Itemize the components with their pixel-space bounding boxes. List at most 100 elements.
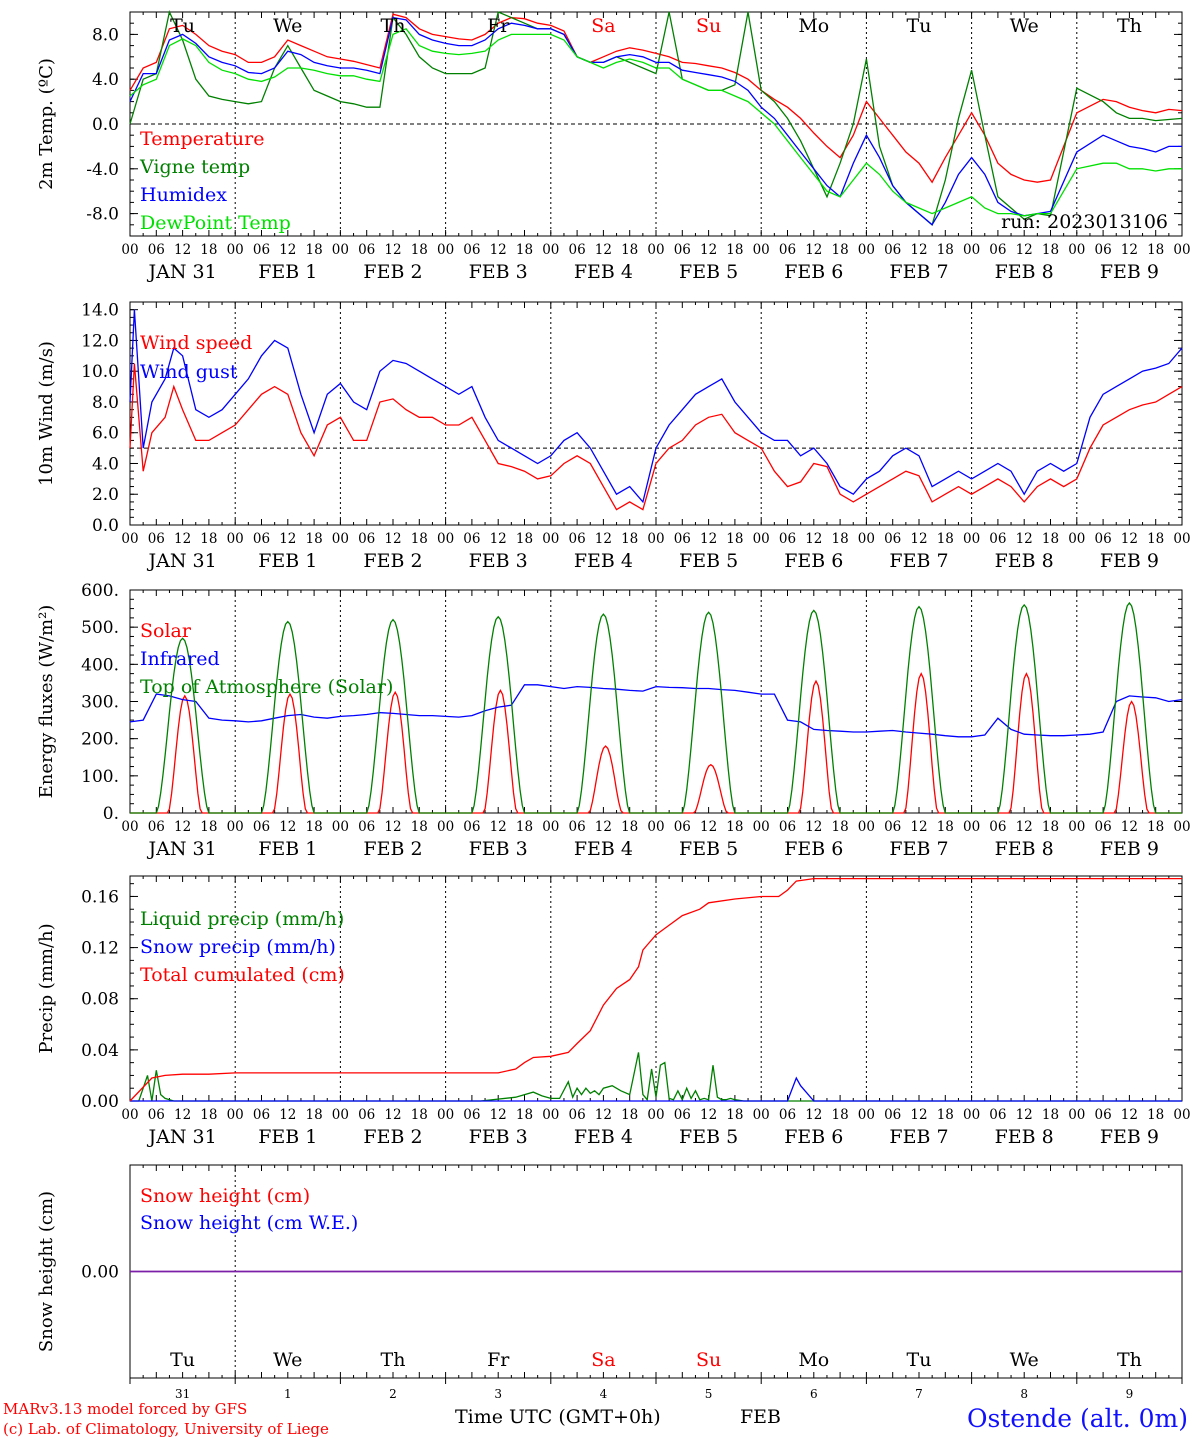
- hour-tick-label: 06: [1095, 1107, 1112, 1123]
- date-label: FEB 9: [1100, 838, 1159, 860]
- hour-tick-label: 06: [463, 819, 480, 835]
- hour-tick-label: 00: [963, 531, 980, 547]
- y-tick-label: -8.0: [86, 205, 119, 225]
- y-tick-label: 8.0: [92, 25, 119, 45]
- y-tick-label: 400.: [81, 655, 119, 675]
- weekday-label-bottom: Mo: [798, 1349, 829, 1371]
- hour-tick-label: 00: [227, 819, 244, 835]
- hour-tick-label: 00: [1068, 531, 1085, 547]
- weekday-label-bottom: Su: [696, 1349, 721, 1371]
- y-tick-label: 0.0: [92, 516, 119, 536]
- date-label: FEB 6: [784, 261, 843, 283]
- hour-tick-label: 00: [1173, 819, 1190, 835]
- hour-tick-label: 00: [227, 242, 244, 258]
- run-label: run: 2023013106: [1001, 211, 1168, 233]
- hour-tick-label: 00: [121, 1107, 138, 1123]
- date-label: FEB 6: [784, 550, 843, 572]
- hour-tick-label: 06: [569, 531, 586, 547]
- hour-tick-label: 12: [910, 819, 927, 835]
- hour-tick-label: 12: [384, 819, 401, 835]
- hour-tick-label: 00: [858, 531, 875, 547]
- hour-tick-label: 00: [332, 819, 349, 835]
- hour-tick-label: 00: [332, 1107, 349, 1123]
- hour-tick-label: 18: [200, 531, 217, 547]
- hour-tick-label: 00: [1068, 242, 1085, 258]
- hour-tick-label: 12: [279, 242, 296, 258]
- legend-entry: Wind gust: [140, 361, 238, 383]
- y-axis-title: 10m Wind (m/s): [36, 341, 57, 486]
- date-label: FEB 4: [574, 838, 633, 860]
- hour-tick-label: 00: [121, 531, 138, 547]
- day-number: 2: [389, 1387, 397, 1400]
- date-label: FEB 8: [995, 1126, 1054, 1148]
- date-label: FEB 2: [363, 550, 422, 572]
- y-tick-label: 14.0: [81, 301, 119, 321]
- hour-tick-label: 12: [174, 1107, 191, 1123]
- legend-entry: Liquid precip (mm/h): [140, 908, 344, 930]
- hour-tick-label: 12: [279, 1107, 296, 1123]
- hour-tick-label: 12: [279, 819, 296, 835]
- y-tick-label: 0.: [103, 804, 119, 824]
- hour-tick-label: 18: [306, 242, 323, 258]
- hour-tick-label: 18: [516, 1107, 533, 1123]
- date-label: FEB 4: [574, 261, 633, 283]
- hour-tick-label: 06: [463, 242, 480, 258]
- hour-tick-label: 18: [832, 242, 849, 258]
- y-axis-title: Snow height (cm): [36, 1191, 57, 1352]
- hour-tick-label: 12: [384, 242, 401, 258]
- y-tick-label: 8.0: [92, 393, 119, 413]
- hour-tick-label: 18: [516, 819, 533, 835]
- hour-tick-label: 12: [910, 1107, 927, 1123]
- hour-tick-label: 00: [858, 242, 875, 258]
- date-label: FEB 1: [258, 550, 317, 572]
- hour-tick-label: 00: [542, 819, 559, 835]
- hour-tick-label: 06: [253, 819, 270, 835]
- date-label: FEB 7: [889, 1126, 948, 1148]
- hour-tick-label: 00: [647, 531, 664, 547]
- hour-tick-label: 00: [753, 1107, 770, 1123]
- hour-tick-label: 18: [411, 819, 428, 835]
- y-tick-label: 4.0: [92, 454, 119, 474]
- hour-tick-label: 18: [1042, 1107, 1059, 1123]
- hour-tick-label: 12: [279, 531, 296, 547]
- date-label: FEB 3: [469, 1126, 528, 1148]
- y-tick-label: 0.04: [81, 1041, 119, 1061]
- weekday-label: Tu: [170, 15, 195, 37]
- hour-tick-label: 06: [148, 819, 165, 835]
- hour-tick-label: 00: [1173, 242, 1190, 258]
- legend-entry: Wind speed: [140, 332, 252, 354]
- hour-tick-label: 18: [832, 1107, 849, 1123]
- time-axis-label: Time UTC (GMT+0h): [455, 1406, 661, 1428]
- hour-tick-label: 18: [726, 1107, 743, 1123]
- hour-tick-label: 06: [253, 1107, 270, 1123]
- hour-tick-label: 06: [1095, 531, 1112, 547]
- hour-tick-label: 18: [621, 242, 638, 258]
- hour-tick-label: 00: [1173, 531, 1190, 547]
- legend-entry: Solar: [140, 620, 192, 642]
- weekday-label: Su: [696, 15, 721, 37]
- hour-tick-label: 00: [121, 242, 138, 258]
- series-line-humidex: [129, 16, 1182, 226]
- model-credit: MARv3.13 model forced by GFS: [3, 1400, 248, 1418]
- y-tick-label: 200.: [81, 730, 119, 750]
- hour-tick-label: 00: [542, 242, 559, 258]
- day-number: 1: [284, 1387, 292, 1400]
- date-label: FEB 5: [679, 838, 738, 860]
- hour-tick-label: 18: [1147, 242, 1164, 258]
- hour-tick-label: 18: [306, 819, 323, 835]
- hour-tick-label: 18: [726, 819, 743, 835]
- date-label: FEB 2: [363, 838, 422, 860]
- legend-entry: Infrared: [140, 648, 220, 670]
- date-label: FEB 9: [1100, 550, 1159, 572]
- day-number: 9: [1126, 1387, 1134, 1400]
- hour-tick-label: 06: [884, 1107, 901, 1123]
- hour-tick-label: 18: [200, 242, 217, 258]
- legend-entry: Snow precip (mm/h): [140, 936, 336, 958]
- hour-tick-label: 18: [937, 819, 954, 835]
- hour-tick-label: 06: [148, 242, 165, 258]
- day-number: 7: [915, 1387, 923, 1400]
- hour-tick-label: 00: [437, 242, 454, 258]
- series-line-snow-precip-mm-h-: [130, 1076, 1182, 1102]
- hour-tick-label: 00: [227, 531, 244, 547]
- panel-energy: 600. 500. 400. 300. 200. 100. 0. Energy fluxes …: [36, 581, 1191, 860]
